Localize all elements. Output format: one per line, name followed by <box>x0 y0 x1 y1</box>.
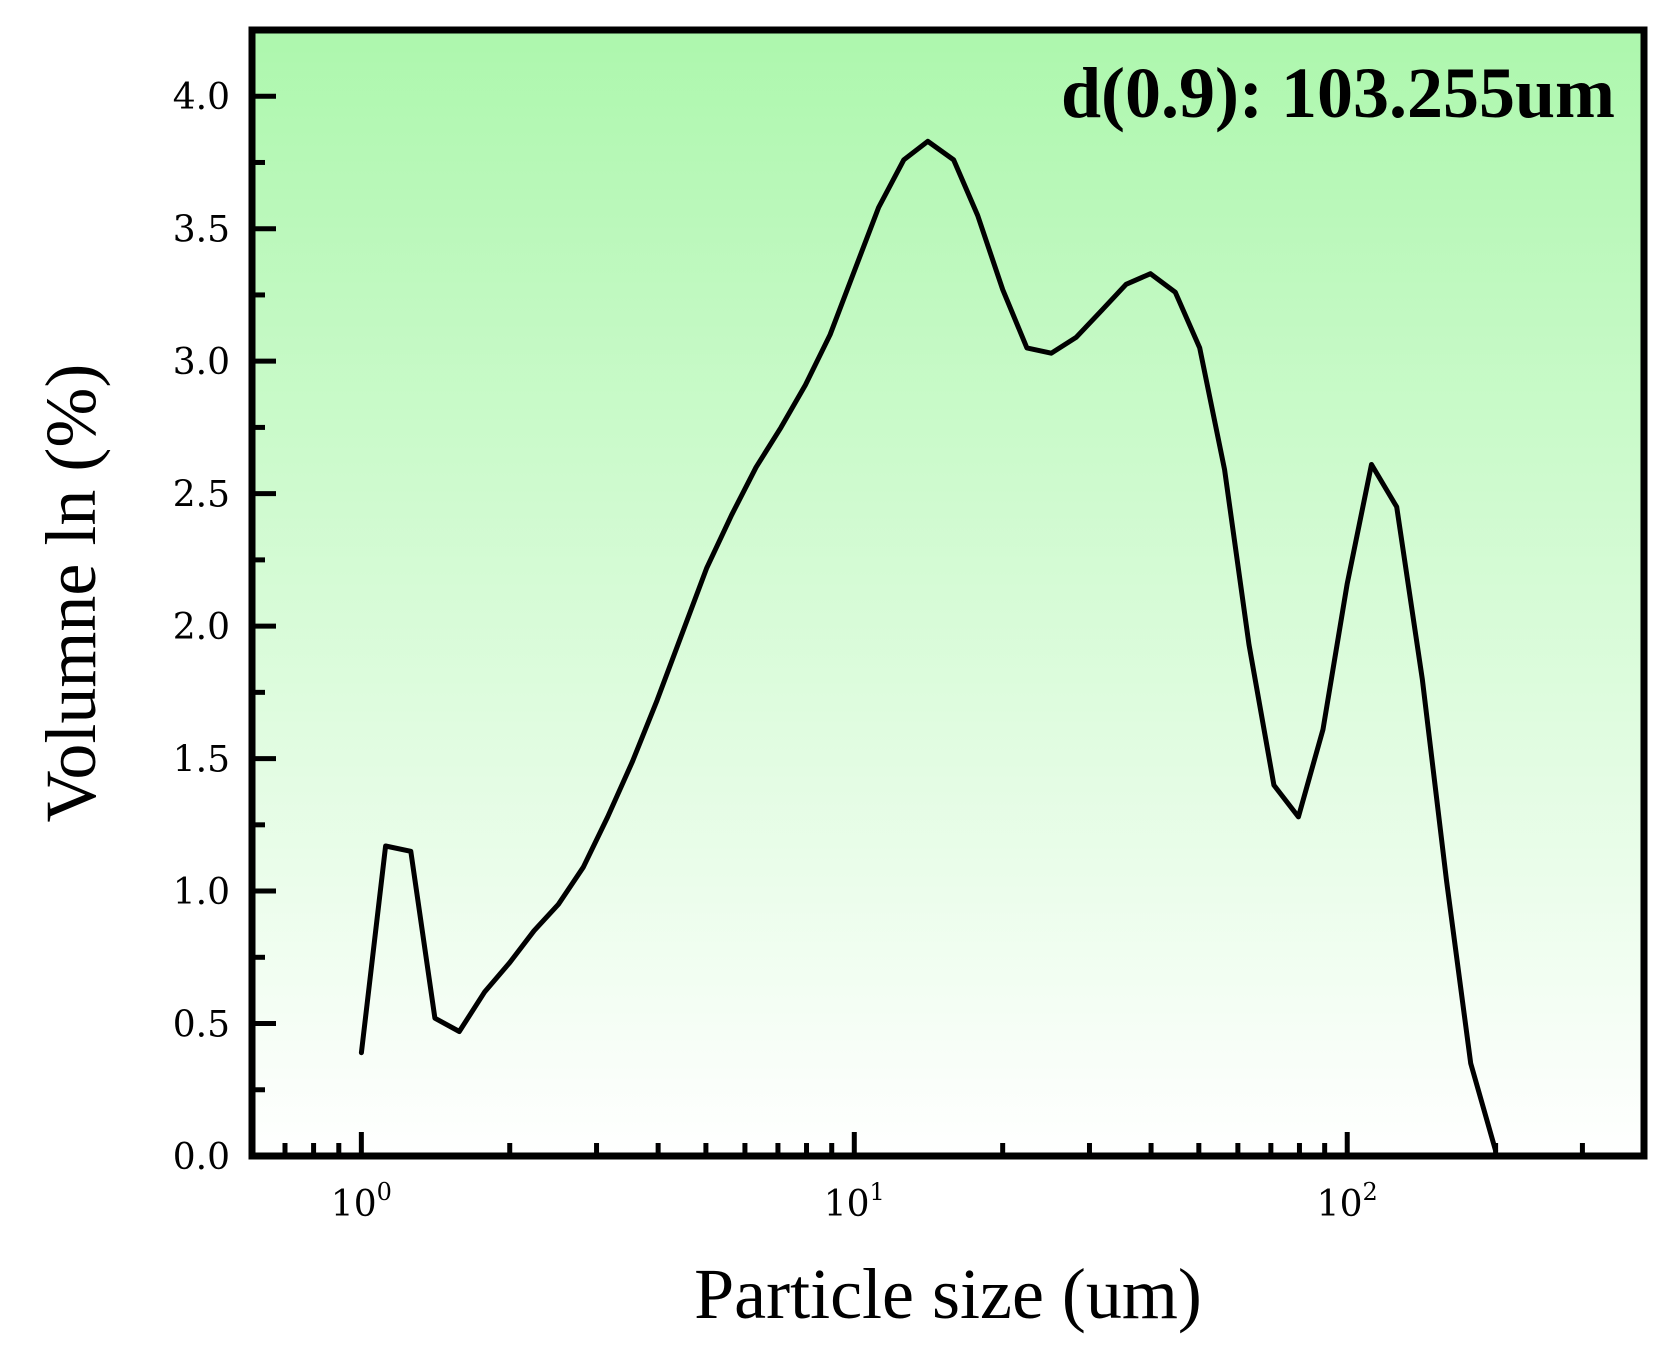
x-tick-label: 100 <box>331 1178 392 1225</box>
y-tick-label: 0.0 <box>173 1137 230 1178</box>
x-tick-labels: 100 101 102 <box>331 1178 1378 1225</box>
y-tick-label: 3.5 <box>173 210 230 251</box>
plot-area <box>252 30 1644 1156</box>
x-major-ticks <box>358 1132 1350 1156</box>
y-tick-label: 0.5 <box>173 1005 230 1046</box>
y-tick-labels: 0.0 0.5 1.0 1.5 2.0 2.5 3.0 3.5 4.0 <box>173 77 230 1178</box>
y-tick-label: 1.0 <box>173 872 230 913</box>
y-tick-label: 1.5 <box>173 740 230 781</box>
y-tick-label: 2.5 <box>173 475 230 516</box>
y-tick-label: 3.0 <box>173 342 230 383</box>
d90-annotation: d(0.9): 103.255um <box>1061 53 1615 133</box>
x-tick-label: 101 <box>824 1178 885 1225</box>
y-axis-title: Volumne ln (%) <box>31 364 111 823</box>
y-tick-label: 2.0 <box>173 607 230 648</box>
x-tick-label: 102 <box>1317 1178 1378 1225</box>
x-axis-title: Particle size (um) <box>694 1254 1202 1334</box>
volume-distribution-line <box>358 138 1499 1154</box>
plot-frame <box>248 26 1648 1160</box>
y-tick-label: 4.0 <box>173 77 230 118</box>
